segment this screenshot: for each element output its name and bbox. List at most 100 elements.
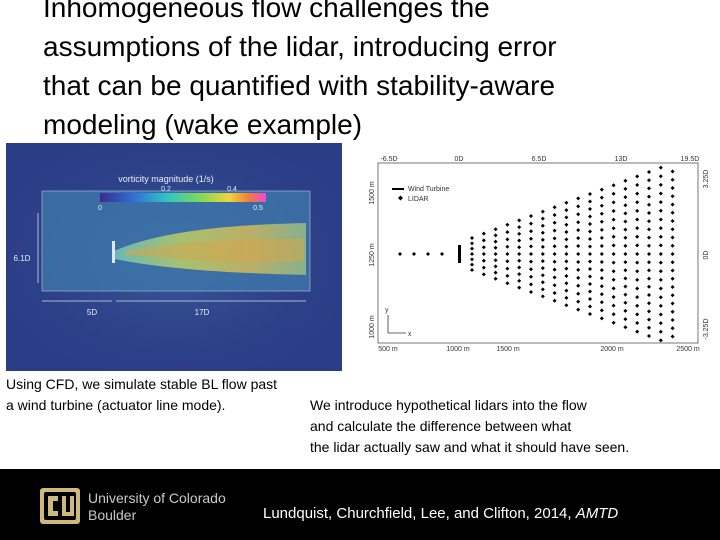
footer-bar (0, 469, 720, 540)
cfd-vorticity-figure: vorticity magnitude (1/s) 0.2 0.4 0 0.5 … (6, 143, 342, 371)
lidar-marker (647, 309, 651, 314)
university-name: University of Colorado Boulder (88, 490, 226, 524)
lidar-marker (647, 227, 651, 232)
lidar-marker (588, 214, 592, 219)
lidar-marker (552, 228, 557, 233)
lidar-marker (588, 289, 592, 294)
lidar-marker (670, 235, 675, 240)
lidar-marker (623, 260, 628, 265)
lidar-marker (623, 203, 628, 208)
lidar-marker (647, 194, 651, 199)
lidar-marker (588, 274, 592, 279)
lidar-marker (647, 252, 651, 256)
lidar-marker (611, 312, 616, 317)
lidar-marker (493, 233, 498, 238)
lidar-marker (588, 267, 592, 271)
top-label: 13D (615, 156, 628, 163)
lidar-marker (647, 235, 651, 240)
lidar-marker (611, 260, 616, 265)
lidar-marker (658, 312, 663, 317)
lidar-marker (470, 246, 474, 251)
lidar-marker (635, 234, 640, 239)
lidar-marker (588, 282, 592, 286)
citation-journal: AMTD (575, 505, 619, 522)
lidar-marker (564, 252, 569, 256)
lidar-marker (564, 222, 569, 227)
lidar-marker (623, 317, 628, 322)
lidar-marker (481, 245, 486, 250)
lidar-marker (564, 295, 569, 300)
lidar-marker (517, 265, 522, 270)
lidar-marker (647, 301, 651, 306)
lidar-marker (623, 300, 628, 305)
lidar-marker (470, 257, 474, 262)
lidar-marker (505, 237, 510, 242)
plot-frame (377, 162, 699, 344)
lidar-marker (658, 329, 663, 334)
lidar-marker (611, 277, 616, 282)
lidar-marker (493, 239, 498, 244)
lidar-marker (599, 219, 604, 224)
lidar-marker (588, 259, 592, 264)
lidar-marker (588, 207, 592, 211)
wind-turbine-marker (458, 245, 461, 263)
height-label: 6.1D (14, 254, 31, 263)
bottom-label: 1000 m (446, 346, 470, 353)
lidar-marker (658, 321, 663, 326)
lidar-marker (647, 293, 651, 297)
left-label: 1250 m (369, 243, 376, 267)
lidar-marker (658, 191, 663, 196)
lidar-marker (588, 297, 592, 301)
lidar-marker (481, 252, 486, 256)
lidar-marker (599, 187, 604, 192)
lidar-marker (493, 270, 498, 275)
lidar-marker (623, 186, 628, 191)
lidar-marker (599, 235, 604, 240)
lidar-marker (440, 252, 444, 256)
lidar-marker (540, 259, 545, 264)
lidar-marker (552, 267, 557, 272)
right-label: -3.25D (703, 318, 710, 339)
slide-title: Inhomogeneous flow challenges the assump… (43, 0, 703, 144)
legend-lidar-label: LIDAR (408, 196, 429, 203)
top-label: 6.5D (532, 156, 547, 163)
lidar-marker (470, 262, 474, 267)
lidar-marker (670, 194, 675, 199)
lidar-marker (670, 293, 675, 298)
lidar-marker (529, 229, 533, 234)
lidar-marker (576, 259, 581, 264)
lidar-marker (658, 174, 663, 179)
lidar-marker (505, 266, 510, 271)
lidar-marker (505, 222, 510, 227)
lidar-marker (576, 196, 581, 201)
caption-line: a wind turbine (actuator line mode). (6, 397, 226, 413)
lidar-marker (540, 287, 545, 292)
lidar-marker (517, 252, 522, 256)
lidar-marker (647, 268, 651, 273)
lidar-marker (623, 284, 628, 289)
lidar-marker (635, 320, 640, 325)
lidar-marker (635, 303, 640, 308)
lidar-marker (564, 281, 569, 286)
lidar-marker (552, 298, 557, 303)
lidar-marker (552, 236, 557, 241)
lidar-marker (540, 237, 545, 242)
lidar-marker (611, 191, 616, 196)
lidar-marker (635, 200, 640, 205)
lidar-marker (658, 269, 663, 274)
lidar-marker (599, 203, 604, 208)
lidar-marker (529, 282, 533, 287)
lidar-marker (670, 268, 675, 273)
lidar-marker (588, 229, 592, 234)
lidar-marker (658, 286, 663, 291)
lidar-marker (623, 252, 628, 256)
colorbar-tick: 0.5 (253, 205, 263, 212)
lidar-marker (588, 237, 592, 241)
lidar-marker (517, 272, 522, 277)
lidar-marker (517, 231, 522, 236)
title-line: assumptions of the lidar, introducing er… (43, 31, 557, 62)
lidar-marker (599, 227, 604, 232)
lidar-marker (470, 241, 474, 246)
lidar-marker (599, 252, 604, 256)
lidar-marker (517, 278, 522, 283)
